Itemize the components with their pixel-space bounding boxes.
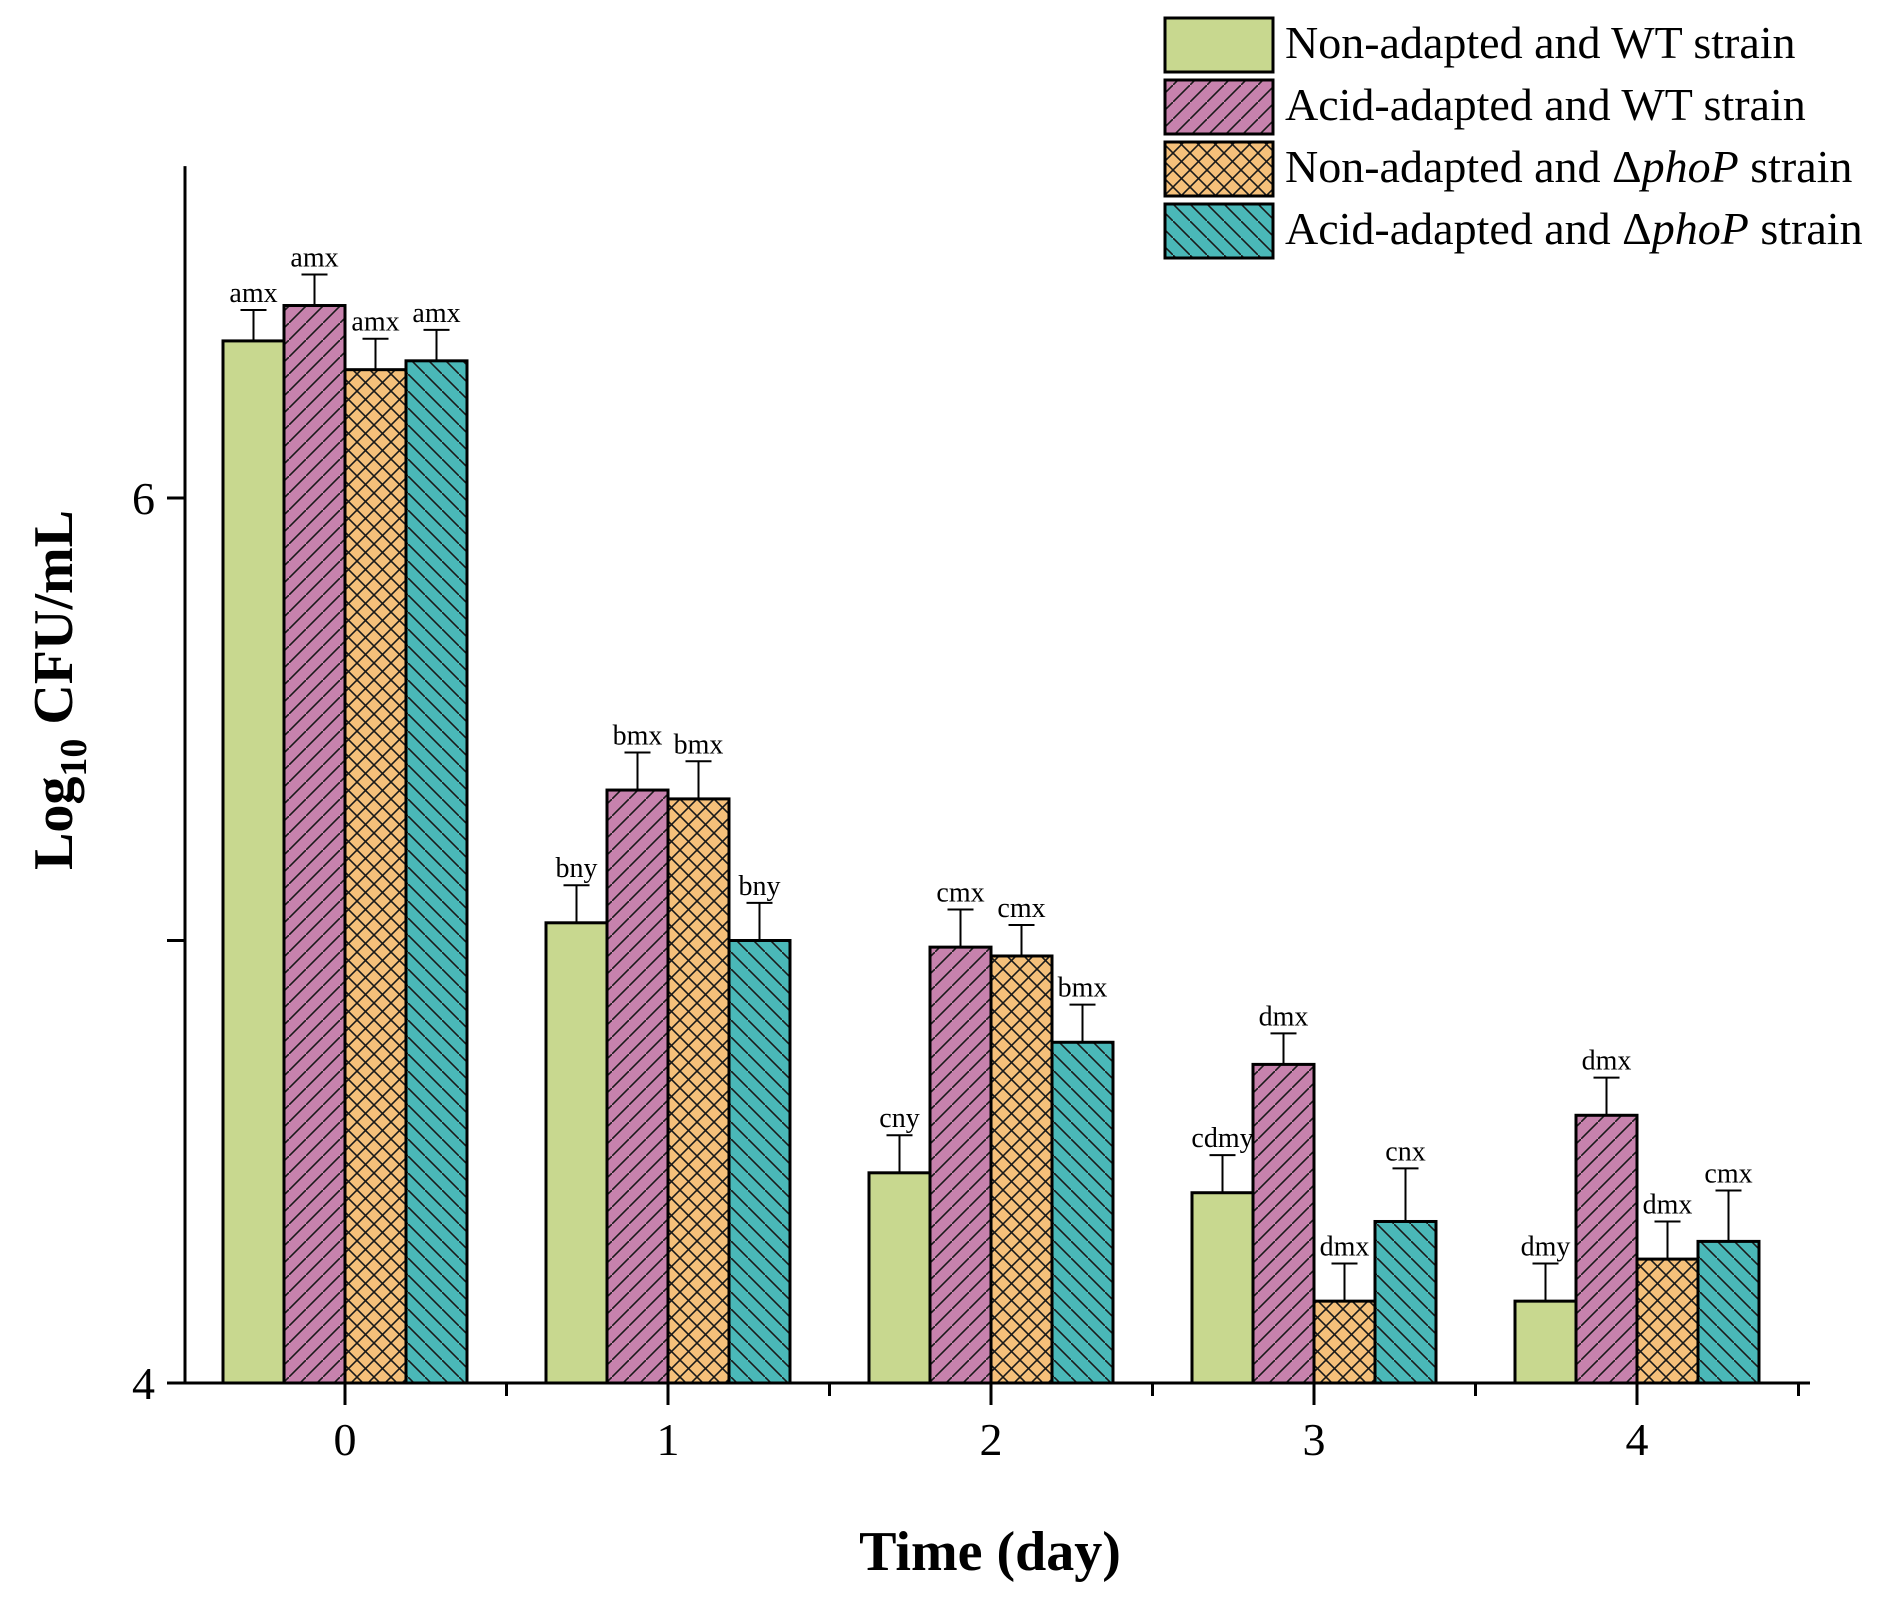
bar-day4-series1 [1513,1299,1578,1385]
legend-swatch [1163,140,1275,198]
legend-item: Acid-adapted and WT strain [1163,78,1806,136]
bar-day0-series3 [343,368,408,1385]
error-bar [563,884,590,923]
error-bar [1008,924,1035,956]
legend: Non-adapted and WT strain Acid-adapted an… [1163,16,1863,260]
error-bar [886,1134,913,1173]
error-bar [1069,1003,1096,1043]
significance-label: cdmy [1191,1123,1253,1154]
axes-layer: 4 6 0 1 2 3 4 [132,166,1810,1465]
legend-label: Non-adapted and WT strain [1285,17,1796,68]
error-bar [1209,1154,1236,1193]
significance-label: cmx [1704,1159,1752,1190]
bar-day1-series4 [727,939,792,1385]
bar-day3-series4 [1373,1219,1438,1385]
significance-label: cny [879,1103,919,1134]
legend-swatch [1163,16,1275,74]
error-bar [240,308,267,341]
legend-label: Non-adapted and ΔphoP strain [1285,141,1852,192]
legend-swatch [1163,78,1275,136]
x-tick-label: 0 [334,1414,357,1465]
significance-label: bny [739,871,781,902]
x-tick-label: 1 [657,1414,680,1465]
significance-label: bny [556,853,598,884]
error-bar [362,337,389,370]
significance-label: bmx [674,729,724,760]
significance-label: cmx [997,893,1045,924]
significance-label: amx [351,307,399,338]
significance-label: bmx [613,720,663,751]
significance-label: dmx [1643,1189,1693,1220]
bar-day0-series2 [282,304,347,1385]
error-bar [1270,1032,1297,1065]
error-bar [1331,1262,1358,1302]
legend-label: Acid-adapted and ΔphoP strain [1285,203,1863,254]
error-bar [1593,1076,1620,1116]
y-axis-title-main: Log [23,777,85,870]
significance-label: amx [290,243,338,274]
error-bar [1715,1189,1742,1242]
significance-label: amx [412,298,460,329]
significance-label: dmx [1259,1001,1309,1032]
error-bar [685,760,712,799]
error-bar [1532,1262,1559,1302]
legend-swatch [1163,202,1275,260]
significance-label: dmy [1521,1232,1571,1263]
bar-day3-series3 [1312,1299,1377,1385]
error-bar [1392,1167,1419,1222]
x-tick-label: 2 [980,1414,1003,1465]
legend-item: Non-adapted and WT strain [1163,16,1796,74]
significance-label: amx [229,278,277,309]
bar-day3-series2 [1251,1062,1316,1385]
significance-label: cmx [936,878,984,909]
bar-day1-series2 [605,788,670,1385]
error-bar [624,751,651,791]
x-axis-title: Time (day) [859,1521,1121,1583]
error-bar [423,328,450,361]
bar-day4-series4 [1696,1239,1761,1385]
bar-day1-series1 [544,921,609,1385]
error-bar [1654,1220,1681,1260]
bars-layer [221,304,1761,1385]
y-axis-title-subscript: 10 [53,739,95,777]
bar-day2-series3 [989,954,1054,1385]
legend-item: Non-adapted and ΔphoP strain [1163,140,1852,198]
significance-label: cnx [1385,1136,1425,1167]
bar-day2-series4 [1050,1040,1115,1385]
bar-day3-series1 [1190,1191,1255,1385]
y-axis-title-rest: CFU/mL [23,510,85,739]
y-tick-label: 4 [132,1358,155,1409]
error-bar [301,273,328,306]
bar-day1-series3 [666,797,731,1385]
bar-day2-series1 [867,1171,932,1385]
error-bars-layer [240,273,1742,1302]
error-bar [947,908,974,948]
legend-item: Acid-adapted and ΔphoP strain [1163,202,1863,260]
significance-label: bmx [1058,973,1108,1004]
bar-day0-series1 [221,339,286,1385]
x-tick-label: 4 [1626,1414,1649,1465]
significance-label: dmx [1582,1046,1632,1077]
legend-label: Acid-adapted and WT strain [1285,79,1806,130]
y-axis-title: Log10 CFU/mL [23,510,95,870]
bar-day0-series4 [404,359,469,1385]
error-bar [746,901,773,941]
bar-day2-series2 [928,945,993,1385]
bar-day4-series2 [1574,1113,1639,1385]
bar-day4-series3 [1635,1257,1700,1385]
y-tick-label: 6 [132,473,155,524]
x-tick-label: 3 [1303,1414,1326,1465]
significance-label: dmx [1320,1232,1370,1263]
